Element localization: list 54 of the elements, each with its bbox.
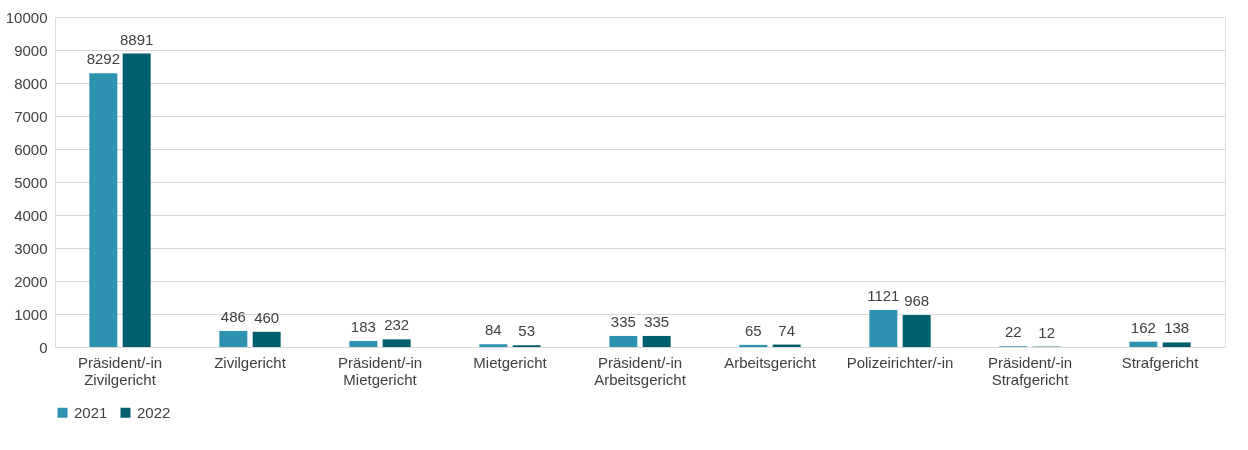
data-label: 335 [610,312,636,330]
data-label: 162 [1130,318,1156,336]
data-label: 74 [778,321,796,339]
bar [642,335,671,347]
bar [122,53,151,347]
y-tick-label: 3000 [14,239,48,257]
data-label: 232 [384,316,410,334]
y-tick-label: 4000 [14,206,48,224]
data-label: 460 [254,308,280,326]
bar [1162,342,1191,347]
data-label: 12 [1038,323,1056,341]
y-tick-label: 8000 [14,74,48,92]
data-label: 22 [1004,323,1022,341]
bar [252,331,281,347]
data-label: 8891 [119,30,154,48]
bar [479,344,508,347]
y-tick-label: 1000 [14,305,48,323]
data-label: 1121 [867,287,900,305]
x-tick-label: Präsident/-in Mietgericht [337,353,423,388]
y-tick-label: 10000 [5,8,48,26]
bar [902,315,931,347]
x-tick-label: Präsident/-in Zivilgericht [77,353,163,388]
bar [382,339,411,347]
data-label: 183 [350,317,376,335]
legend-label: 2022 [137,403,171,421]
x-tick-label: Strafgericht [1121,353,1200,371]
y-tick-label: 9000 [14,41,48,59]
x-tick-label: Arbeitsgericht [724,353,817,371]
x-tick-label: Präsident/-in Strafgericht [987,353,1073,388]
x-tick-label: Zivilgericht [214,353,287,371]
data-label: 8292 [86,50,121,68]
data-label: 968 [904,292,930,310]
bar [1129,341,1158,347]
y-tick-label: 2000 [14,272,48,290]
bar [349,340,378,347]
data-label: 53 [518,322,536,340]
bar [89,73,118,347]
x-tick-label: Polizeirichter/-in [846,353,954,371]
bar [739,344,768,347]
y-tick-label: 5000 [14,173,48,191]
data-label: 486 [220,307,246,325]
bar [219,330,248,347]
data-label: 65 [744,321,762,339]
legend-label: 2021 [74,403,108,421]
x-tick-label: Präsident/-in Arbeitsgericht [594,353,687,388]
bar [609,335,638,347]
x-tick-label: Mietgericht [473,353,548,371]
y-tick-label: 0 [39,338,48,356]
data-label: 335 [644,312,670,330]
data-label: 84 [484,321,502,339]
y-tick-label: 7000 [14,107,48,125]
bar [869,310,898,347]
data-label: 138 [1164,319,1190,337]
y-tick-label: 6000 [14,140,48,158]
